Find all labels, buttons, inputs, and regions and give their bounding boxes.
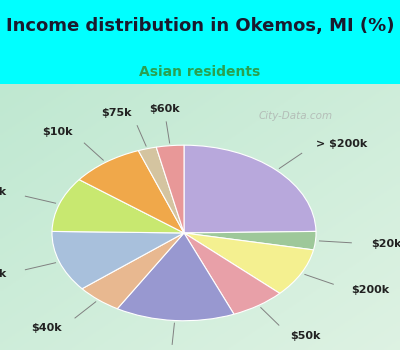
Wedge shape	[184, 231, 316, 250]
Wedge shape	[138, 147, 184, 233]
Text: $75k: $75k	[101, 108, 132, 118]
Wedge shape	[184, 233, 280, 314]
Text: $40k: $40k	[32, 323, 62, 333]
Text: $200k: $200k	[351, 285, 389, 295]
Wedge shape	[82, 233, 184, 309]
Wedge shape	[156, 145, 184, 233]
Wedge shape	[184, 233, 314, 293]
Text: City-Data.com: City-Data.com	[259, 111, 333, 121]
Wedge shape	[79, 150, 184, 233]
Text: > $200k: > $200k	[316, 139, 367, 149]
Wedge shape	[117, 233, 234, 321]
Text: $125k: $125k	[0, 269, 6, 279]
Text: $50k: $50k	[290, 331, 320, 341]
Wedge shape	[52, 180, 184, 233]
Text: $150k: $150k	[0, 187, 6, 197]
Text: $20k: $20k	[371, 239, 400, 249]
Text: Asian residents: Asian residents	[139, 65, 261, 79]
Text: $10k: $10k	[42, 127, 72, 137]
Text: $60k: $60k	[149, 104, 180, 114]
Text: Income distribution in Okemos, MI (%): Income distribution in Okemos, MI (%)	[6, 17, 394, 35]
Wedge shape	[184, 145, 316, 233]
Wedge shape	[52, 231, 184, 289]
